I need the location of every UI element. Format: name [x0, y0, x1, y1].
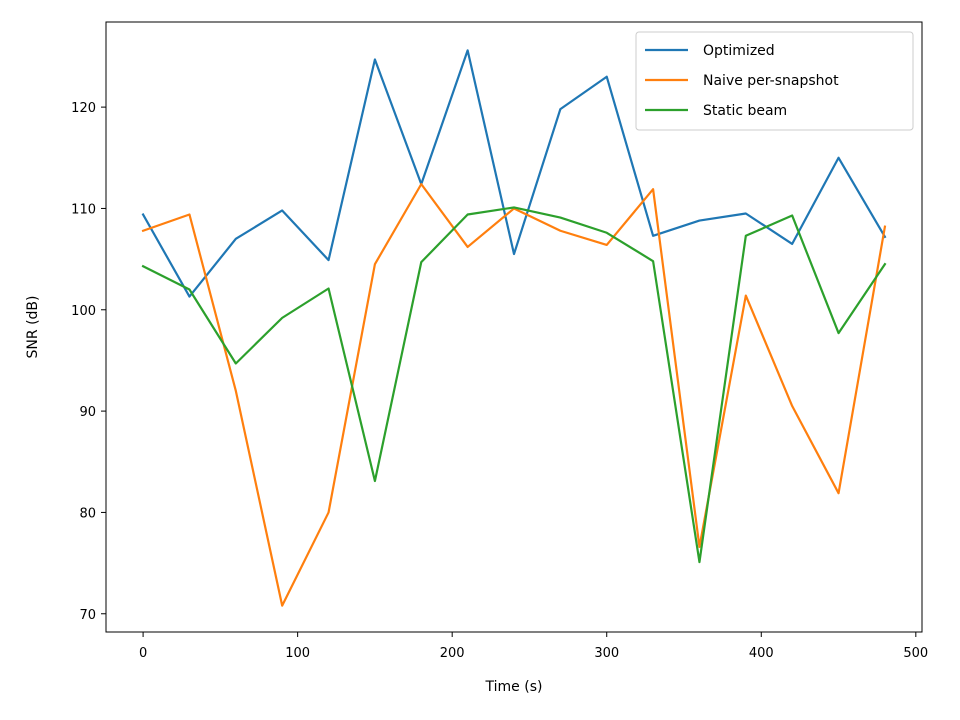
x-tick-label: 500 — [903, 646, 928, 661]
plot-frame — [105, 21, 923, 633]
x-tick-label: 200 — [440, 646, 465, 661]
y-axis-ticks: 70 80 90 100 110 120 — [71, 101, 106, 623]
legend-label-1: Naive per-snapshot — [703, 73, 839, 89]
y-axis-label: SNR (dB) — [25, 296, 41, 359]
legend: Optimized Naive per-snapshot Static beam — [635, 31, 914, 131]
y-tick-label: 120 — [71, 101, 96, 116]
x-axis-ticks: 0 100 200 300 400 500 — [139, 632, 928, 661]
y-tick-label: 110 — [71, 202, 96, 217]
x-tick-label: 0 — [139, 646, 147, 661]
series-line-2 — [141, 206, 887, 564]
series-line-0 — [141, 49, 887, 298]
y-tick-label: 90 — [79, 405, 96, 420]
x-axis-label: Time (s) — [485, 679, 543, 695]
y-tick-label: 100 — [71, 304, 96, 319]
legend-label-2: Static beam — [703, 103, 787, 119]
y-tick-label: 80 — [79, 506, 96, 521]
legend-box — [635, 31, 914, 131]
series-lines — [141, 49, 887, 607]
legend-label-0: Optimized — [703, 43, 775, 59]
x-tick-label: 300 — [594, 646, 619, 661]
x-tick-label: 400 — [749, 646, 774, 661]
x-tick-label: 100 — [285, 646, 310, 661]
y-tick-label: 70 — [79, 608, 96, 623]
